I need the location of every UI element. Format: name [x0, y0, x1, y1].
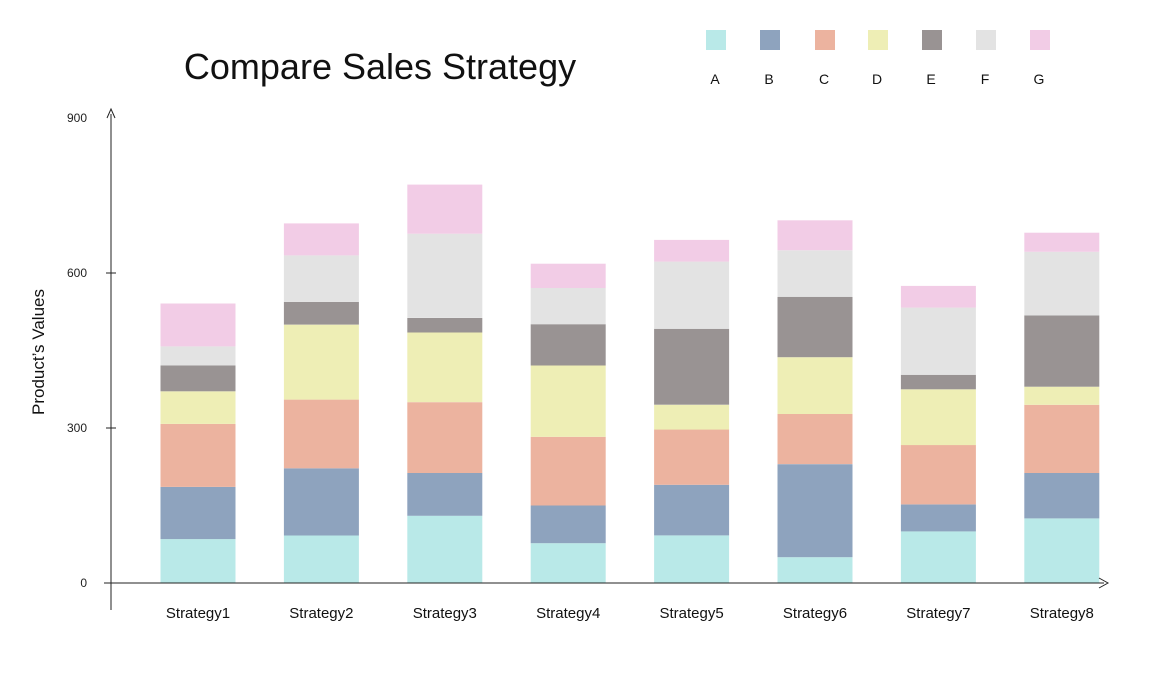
y-tick-label: 0: [80, 576, 87, 590]
legend-label-e: E: [926, 71, 935, 87]
bar-segment-f-strategy5: [654, 261, 730, 329]
x-axis-arrow: [1098, 577, 1110, 589]
x-tick-label: Strategy1: [166, 605, 230, 622]
axes: [104, 107, 1110, 610]
bar-segment-f-strategy1: [160, 346, 236, 366]
bar-segment-g-strategy3: [407, 184, 483, 234]
bar-segment-d-strategy3: [407, 332, 483, 403]
legend-swatch-c: [815, 30, 835, 50]
bar-segment-b-strategy5: [654, 484, 730, 536]
bar-segment-a-strategy8: [1024, 518, 1100, 583]
legend-swatch-d: [868, 30, 888, 50]
bar-segment-b-strategy2: [283, 468, 359, 536]
x-tick-label: Strategy8: [1030, 605, 1094, 622]
bar-segment-a-strategy3: [407, 515, 483, 583]
bar-segment-e-strategy5: [654, 328, 730, 405]
bar-segment-d-strategy4: [530, 365, 606, 437]
bar-segment-a-strategy7: [900, 531, 976, 583]
bar-segment-b-strategy3: [407, 472, 483, 516]
bar-segment-b-strategy1: [160, 486, 236, 540]
legend: A B C D E F G: [706, 30, 1050, 87]
legend-label-g: G: [1034, 71, 1045, 87]
x-category-labels: Strategy1 Strategy2 Strategy3 Strategy4 Stra…: [166, 605, 1094, 622]
bar-segment-e-strategy7: [900, 374, 976, 390]
x-tick-label: Strategy7: [906, 605, 970, 622]
bar-segment-g-strategy4: [530, 263, 606, 288]
y-tick-label: 300: [67, 421, 87, 435]
bar-segment-f-strategy8: [1024, 251, 1100, 316]
bar-segment-g-strategy5: [654, 239, 730, 262]
bar-segment-c-strategy2: [283, 399, 359, 469]
x-tick-label: Strategy3: [413, 605, 477, 622]
x-tick-label: Strategy5: [659, 605, 723, 622]
legend-swatch-e: [922, 30, 942, 50]
bars: [160, 184, 1100, 583]
bar-segment-c-strategy5: [654, 429, 730, 485]
bar-segment-c-strategy7: [900, 445, 976, 505]
bar-segment-g-strategy7: [900, 285, 976, 308]
bar-segment-e-strategy6: [777, 296, 853, 358]
bar-segment-c-strategy8: [1024, 404, 1100, 473]
bar-segment-c-strategy4: [530, 436, 606, 506]
bar-segment-c-strategy6: [777, 414, 853, 465]
bar-segment-c-strategy1: [160, 423, 236, 487]
bar-segment-f-strategy4: [530, 288, 606, 325]
bar-segment-d-strategy5: [654, 404, 730, 430]
bar-segment-a-strategy5: [654, 535, 730, 583]
chart-title: Compare Sales Strategy: [184, 46, 576, 87]
bar-segment-g-strategy8: [1024, 232, 1100, 252]
bar-segment-e-strategy2: [283, 301, 359, 325]
bar-segment-g-strategy2: [283, 223, 359, 256]
legend-swatch-b: [760, 30, 780, 50]
bar-segment-f-strategy3: [407, 233, 483, 318]
bar-segment-e-strategy4: [530, 324, 606, 366]
bar-segment-b-strategy7: [900, 504, 976, 532]
bar-segment-e-strategy1: [160, 365, 236, 392]
bar-segment-e-strategy3: [407, 318, 483, 333]
x-tick-label: Strategy4: [536, 605, 600, 622]
legend-label-f: F: [981, 71, 990, 87]
y-axis-arrow: [106, 107, 116, 119]
bar-segment-d-strategy8: [1024, 386, 1100, 405]
bar-segment-f-strategy7: [900, 307, 976, 375]
bar-segment-d-strategy2: [283, 324, 359, 400]
legend-label-c: C: [819, 71, 829, 87]
legend-swatch-a: [706, 30, 726, 50]
bar-segment-f-strategy6: [777, 250, 853, 297]
legend-label-a: A: [710, 71, 720, 87]
bar-segment-e-strategy8: [1024, 315, 1100, 387]
y-tick-labels: 0 300 600 900: [67, 111, 116, 590]
legend-label-d: D: [872, 71, 882, 87]
bar-segment-a-strategy1: [160, 539, 236, 583]
legend-label-b: B: [764, 71, 773, 87]
bar-segment-b-strategy6: [777, 464, 853, 558]
bar-segment-a-strategy6: [777, 557, 853, 583]
x-tick-label: Strategy6: [783, 605, 847, 622]
bar-segment-d-strategy1: [160, 391, 236, 424]
bar-segment-d-strategy6: [777, 357, 853, 414]
bar-segment-f-strategy2: [283, 255, 359, 302]
x-tick-label: Strategy2: [289, 605, 353, 622]
y-tick-label: 600: [67, 266, 87, 280]
bar-segment-g-strategy6: [777, 220, 853, 251]
y-tick-label: 900: [67, 111, 87, 125]
bar-segment-b-strategy8: [1024, 472, 1100, 519]
bar-segment-d-strategy7: [900, 389, 976, 446]
bar-segment-b-strategy4: [530, 505, 606, 544]
legend-swatch-g: [1030, 30, 1050, 50]
legend-swatch-f: [976, 30, 996, 50]
y-axis-label: Product’s Values: [29, 289, 48, 415]
bar-segment-c-strategy3: [407, 402, 483, 473]
bar-segment-a-strategy4: [530, 543, 606, 583]
bar-segment-a-strategy2: [283, 535, 359, 583]
bar-segment-g-strategy1: [160, 303, 236, 347]
